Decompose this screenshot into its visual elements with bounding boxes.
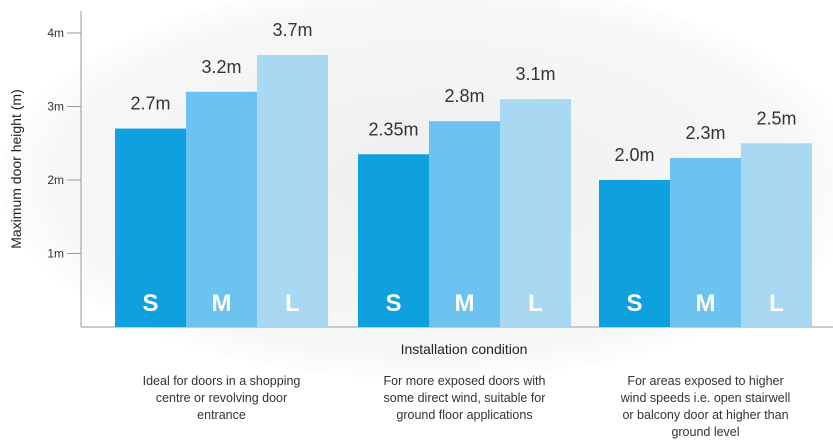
bar — [358, 154, 429, 327]
bar-size-label: M — [696, 290, 716, 317]
category-label-line: or balcony door at higher than — [622, 408, 788, 422]
bar — [115, 128, 186, 327]
bar — [257, 55, 328, 328]
bar-size-label: L — [528, 290, 543, 317]
bar — [741, 143, 812, 327]
bar — [670, 157, 741, 327]
bar-value-label: 3.2m — [201, 57, 241, 77]
bar-size-label: L — [285, 290, 300, 317]
bar-size-label: S — [142, 290, 158, 317]
bar — [429, 121, 500, 327]
y-tick-label: 3m — [47, 100, 64, 114]
bar-value-label: 3.7m — [272, 20, 312, 40]
y-tick-label: 4m — [47, 26, 64, 40]
bar-size-label: S — [626, 290, 642, 317]
x-axis-title: Installation condition — [401, 341, 528, 357]
bar — [599, 180, 670, 327]
category-label-line: Ideal for doors in a shopping — [143, 374, 301, 388]
bar — [500, 99, 571, 328]
y-tick-label: 1m — [47, 247, 64, 261]
bar-value-label: 3.1m — [515, 64, 555, 84]
bar-size-label: L — [769, 290, 784, 317]
bar-value-label: 2.8m — [444, 86, 484, 106]
bar — [186, 91, 257, 327]
bar-value-label: 2.5m — [756, 108, 796, 128]
bar-value-label: 2.7m — [130, 94, 170, 114]
category-label-line: For more exposed doors with — [384, 374, 546, 388]
bar-size-label: M — [212, 290, 232, 317]
category-label-line: ground level — [671, 425, 739, 439]
category-label-line: ground floor applications — [396, 408, 532, 422]
category-label-line: centre or revolving door — [156, 391, 287, 405]
bar-value-label: 2.0m — [614, 145, 654, 165]
y-axis-title: Maximum door height (m) — [8, 89, 24, 249]
y-tick-label: 2m — [47, 173, 64, 187]
bar-size-label: S — [385, 290, 401, 317]
bar-value-label: 2.35m — [368, 119, 418, 139]
category-label-line: some direct wind, suitable for — [384, 391, 546, 405]
bar-size-label: M — [455, 290, 475, 317]
category-label-line: entrance — [197, 408, 246, 422]
category-label-line: For areas exposed to higher — [627, 374, 783, 388]
category-label-line: wind speeds i.e. open stairwell — [620, 391, 791, 405]
bar-value-label: 2.3m — [685, 123, 725, 143]
